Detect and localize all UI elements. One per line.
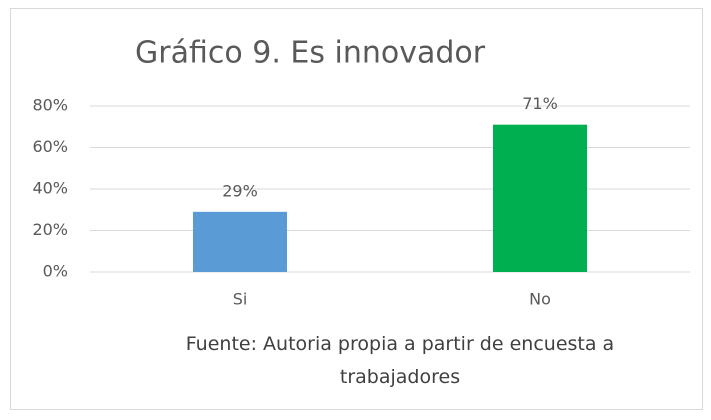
bar — [493, 124, 587, 272]
bar — [193, 211, 287, 272]
caption: Fuente: Autoria propia a partir de encue… — [185, 333, 615, 388]
chart-title: Gráfico 9. Es innovador — [135, 36, 486, 71]
y-tick-label: 20% — [32, 220, 68, 239]
x-tick-label: Si — [233, 290, 248, 309]
y-tick-label: 0% — [43, 262, 68, 281]
chart-border — [10, 8, 703, 410]
y-tick-label: 40% — [32, 179, 68, 198]
x-tick-label: No — [529, 290, 551, 309]
y-tick-label: 60% — [32, 137, 68, 156]
data-label: 29% — [222, 181, 258, 200]
data-label: 71% — [522, 94, 558, 113]
y-tick-label: 80% — [32, 96, 68, 115]
